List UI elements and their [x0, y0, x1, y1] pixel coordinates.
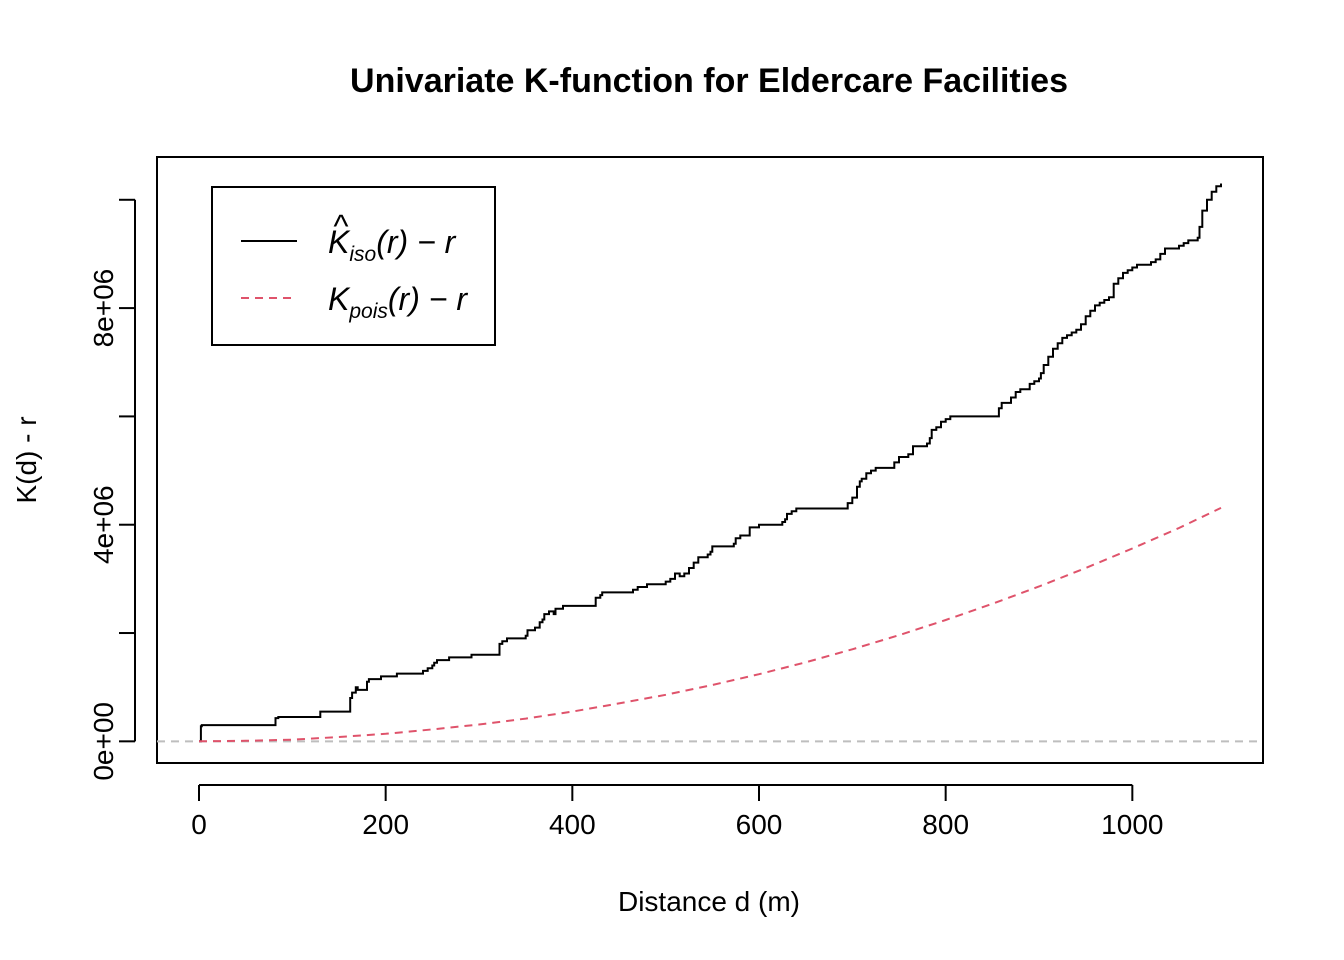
y-axis-label: K(d) - r [11, 416, 42, 503]
legend: Kiso(r) − r^ Kpois(r) − r [211, 186, 496, 346]
series-layer [198, 183, 1222, 743]
x-tick-label: 1000 [1101, 809, 1163, 840]
chart-title: Univariate K-function for Eldercare Faci… [350, 62, 1068, 100]
legend-items: Kiso(r) − r^ Kpois(r) − r [241, 208, 468, 323]
y-tick-label: 4e+06 [88, 485, 119, 564]
legend-label-pois: Kpois(r) − r [328, 281, 468, 323]
plot-frame [156, 156, 1264, 764]
y-tick-label: 8e+06 [88, 269, 119, 348]
x-tick-label: 600 [736, 809, 783, 840]
x-tick-label: 400 [549, 809, 596, 840]
x-tick-label: 0 [191, 809, 207, 840]
legend-box [211, 186, 496, 346]
y-axis: 0e+00 4e+06 8e+06 [88, 198, 136, 781]
x-tick-label: 800 [922, 809, 969, 840]
y-tick-label: 0e+00 [88, 702, 119, 781]
series-line-pois [198, 506, 1222, 743]
x-axis-label: Distance d (m) [618, 886, 800, 917]
legend-hat: ^ [333, 208, 349, 244]
x-axis: 0 200 400 600 800 1000 [191, 784, 1163, 840]
x-tick-label: 200 [362, 809, 409, 840]
series-line-iso [199, 183, 1222, 743]
legend-label-iso: Kiso(r) − r [328, 224, 457, 266]
